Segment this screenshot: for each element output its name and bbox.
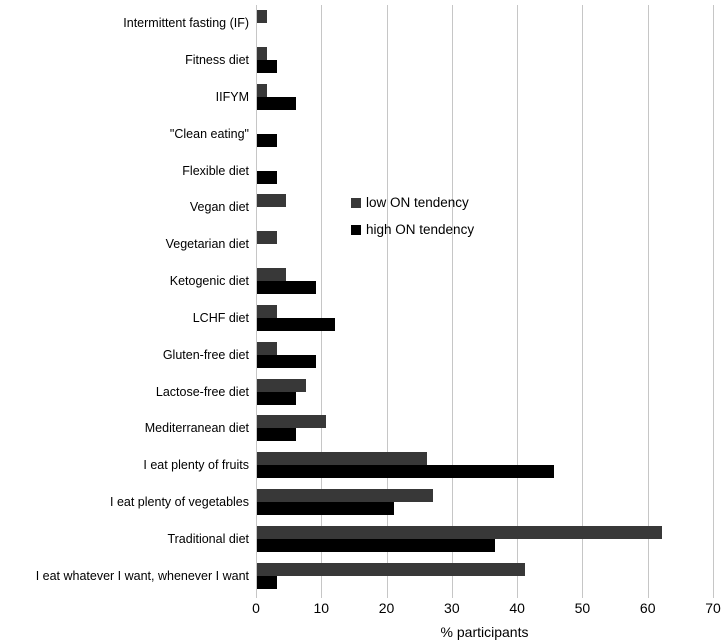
bar-low-on	[257, 231, 277, 245]
bar-high-on	[257, 170, 277, 184]
tick-mark-x-70	[713, 594, 714, 598]
gridline-x-70	[713, 5, 714, 594]
legend-swatch-high-on-icon	[351, 224, 361, 235]
bar-high-on	[257, 538, 496, 552]
bar-high-on	[257, 354, 316, 368]
x-tick-label-40: 40	[509, 600, 525, 616]
category-label: Vegan diet	[189, 200, 249, 215]
category-label: IIFYM	[215, 90, 249, 105]
plot-area	[256, 5, 714, 598]
bar-high-on	[257, 317, 336, 331]
legend: low ON tendency high ON tendency	[351, 189, 474, 243]
bar-low-on	[257, 415, 326, 429]
tick-mark-x-20	[386, 594, 388, 598]
bar-low-on	[257, 525, 662, 539]
bar-low-on	[257, 304, 277, 318]
category-label: Intermittent fasting (IF)	[123, 16, 249, 31]
category-label: "Clean eating"	[169, 126, 249, 141]
gridline-x-0	[256, 5, 257, 594]
category-label: Flexible diet	[182, 163, 249, 178]
category-label: Lactose-free diet	[155, 384, 249, 399]
bar-low-on	[257, 378, 306, 392]
legend-label-low-on: low ON tendency	[366, 195, 469, 210]
bar-low-on	[257, 47, 267, 61]
tick-mark-x-50	[582, 594, 584, 598]
category-label: Gluten-free diet	[162, 347, 249, 362]
x-tick-label-70: 70	[705, 600, 721, 616]
bar-high-on	[257, 281, 316, 295]
gridline-x-20	[386, 5, 388, 594]
bar-low-on	[257, 488, 434, 502]
bar-low-on	[257, 194, 287, 208]
gridline-x-40	[517, 5, 519, 594]
bar-high-on	[257, 391, 297, 405]
bar-high-on	[257, 133, 277, 147]
category-label: I eat plenty of vegetables	[110, 494, 249, 509]
tick-mark-x-10	[321, 594, 323, 598]
gridline-x-60	[647, 5, 649, 594]
gridline-x-50	[582, 5, 584, 594]
x-axis-ticks: 0 10 20 30 40 50 60 70	[0, 600, 726, 618]
category-label: Mediterranean diet	[144, 421, 249, 436]
x-tick-label-30: 30	[444, 600, 460, 616]
x-axis-title: % participants	[440, 624, 529, 640]
x-tick-label-50: 50	[574, 600, 591, 616]
bar-high-on	[257, 501, 395, 515]
tick-mark-x-40	[517, 594, 519, 598]
bar-high-on	[257, 465, 555, 479]
bar-high-on	[257, 428, 297, 442]
tick-mark-x-30	[451, 594, 453, 598]
category-label: Ketogenic diet	[169, 274, 249, 289]
legend-swatch-low-on-icon	[351, 197, 361, 208]
bar-low-on	[257, 268, 287, 282]
bar-low-on	[257, 452, 427, 466]
category-label: Vegetarian diet	[165, 237, 249, 252]
category-label: I eat whatever I want, whenever I want	[35, 568, 249, 583]
bar-low-on	[257, 84, 267, 98]
category-label: Fitness diet	[185, 53, 249, 68]
bar-high-on	[257, 60, 277, 74]
legend-item-low-on: low ON tendency	[351, 189, 474, 216]
tick-mark-x-0	[256, 594, 257, 598]
tick-mark-x-60	[647, 594, 649, 598]
bar-high-on	[257, 575, 277, 589]
category-axis: Intermittent fasting (IF) Fitness diet IIF…	[0, 5, 249, 594]
x-tick-label-10: 10	[313, 600, 330, 616]
x-tick-label-0: 0	[252, 600, 260, 616]
bar-low-on	[257, 341, 277, 355]
legend-label-high-on: high ON tendency	[366, 222, 475, 237]
category-label: Traditional diet	[167, 531, 249, 546]
category-label: LCHF diet	[192, 310, 249, 325]
category-label: I eat plenty of fruits	[143, 458, 249, 473]
gridline-x-10	[321, 5, 323, 594]
bar-low-on	[257, 10, 267, 24]
x-tick-label-20: 20	[378, 600, 395, 616]
x-tick-label-60: 60	[639, 600, 656, 616]
bar-high-on	[257, 97, 297, 111]
bar-low-on	[257, 562, 525, 576]
gridline-x-30	[451, 5, 453, 594]
legend-item-high-on: high ON tendency	[351, 216, 474, 243]
